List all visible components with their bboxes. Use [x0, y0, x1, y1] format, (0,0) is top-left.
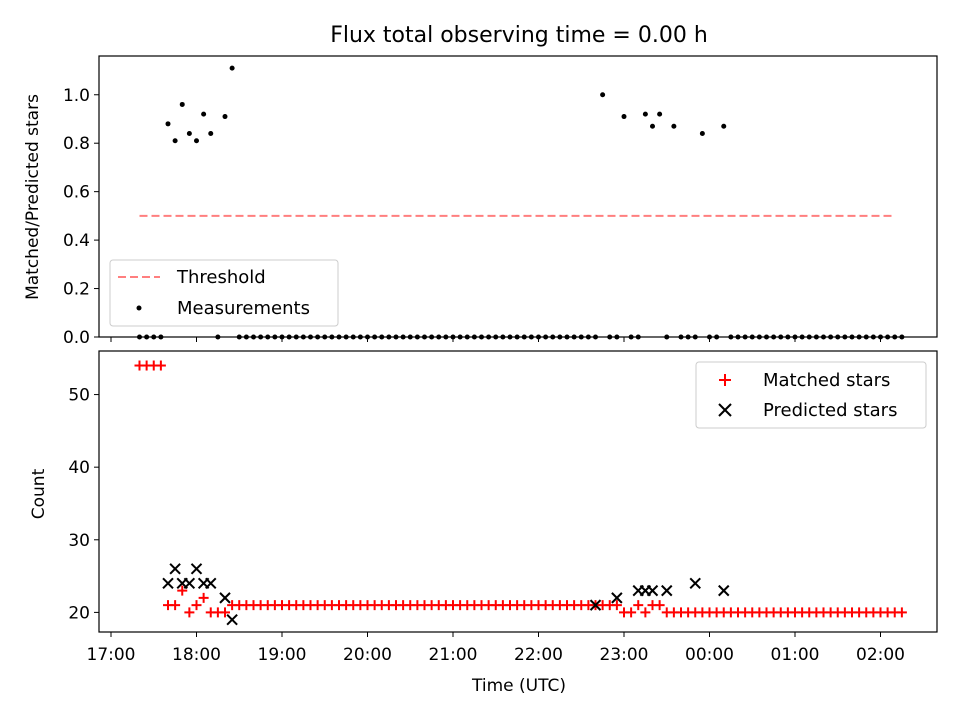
top-panel: 0.0 0.2 0.4 0.6 0.8 1.0 Matched/Predicted sta…	[23, 55, 938, 348]
x-tick-label: 17:00	[87, 645, 136, 665]
top-y-tick-label: 0.2	[63, 280, 90, 300]
bottom-y-tick-label: 50	[68, 386, 90, 406]
x-tick-label: 22:00	[514, 645, 563, 665]
top-legend-box	[109, 259, 339, 327]
measurement-point	[600, 92, 606, 98]
predicted-star-point	[190, 563, 203, 575]
matched-star-point	[184, 607, 195, 618]
measurement-point	[650, 123, 655, 129]
measurement-point	[699, 131, 705, 137]
bottom-y-ticks: 20 30 40 50	[68, 386, 99, 623]
bottom-legend-box	[695, 361, 927, 429]
predicted-star-point	[611, 592, 623, 604]
measurement-point	[208, 131, 214, 137]
matched-star-point	[896, 607, 907, 618]
measurement-point	[179, 101, 185, 107]
top-y-tick-label: 0.6	[63, 183, 90, 203]
x-tick-label: 20:00	[343, 645, 392, 665]
x-tick-label: 02:00	[856, 645, 905, 665]
top-y-label: Matched/Predicted stars	[23, 94, 43, 300]
predicted-star-point	[169, 563, 181, 575]
predicted-star-point	[646, 584, 659, 597]
matched-star-point	[198, 592, 209, 603]
top-y-ticks: 0.0 0.2 0.4 0.6 0.8 1.0	[63, 86, 99, 348]
x-tick-label: 01:00	[771, 645, 820, 665]
matched-star-point	[191, 600, 202, 611]
measurement-point	[194, 138, 199, 144]
x-tick-label: 19:00	[258, 645, 307, 665]
predicted-star-point	[226, 613, 238, 626]
top-y-tick-label: 0.0	[63, 328, 90, 348]
measurement-point	[222, 114, 228, 120]
legend-measurements-label: Measurements	[177, 298, 310, 319]
legend-matched-swatch	[719, 374, 731, 386]
bottom-marks	[134, 360, 907, 626]
matched-star-point	[177, 585, 188, 596]
bottom-y-label: Count	[29, 468, 49, 519]
top-x-ticks	[110, 337, 881, 342]
top-legend: Threshold Measurements	[109, 259, 339, 327]
x-tick-label: 23:00	[600, 645, 649, 665]
predicted-star-point	[589, 599, 602, 611]
predicted-star-point	[689, 577, 701, 590]
legend-matched-label: Matched stars	[763, 370, 890, 391]
bottom-y-tick-label: 40	[68, 458, 90, 478]
matched-star-point	[611, 600, 622, 611]
matched-star-point	[640, 607, 651, 618]
x-tick-label: 21:00	[429, 645, 478, 665]
measurement-point	[229, 65, 235, 71]
measurement-point	[671, 123, 677, 129]
bottom-legend: Matched stars Predicted stars	[695, 361, 927, 429]
measurement-point	[721, 123, 727, 129]
measurement-point	[621, 114, 627, 120]
predicted-star-point	[718, 584, 730, 597]
measurement-point	[172, 138, 178, 144]
predicted-star-point	[661, 584, 673, 597]
legend-measurements-swatch	[136, 305, 142, 311]
top-axes-frame	[98, 55, 938, 338]
legend-threshold-label: Threshold	[176, 267, 266, 288]
top-y-tick-label: 1.0	[63, 86, 90, 106]
top-y-tick-label: 0.4	[63, 231, 90, 251]
legend-predicted-label: Predicted stars	[763, 400, 897, 421]
bottom-y-tick-label: 30	[68, 531, 90, 551]
matched-star-point	[170, 600, 181, 611]
matched-star-point	[220, 607, 230, 618]
measurement-point	[186, 131, 192, 137]
matched-star-point	[626, 607, 637, 618]
x-tick-label: 00:00	[685, 645, 734, 665]
measurement-point	[201, 111, 207, 117]
bottom-axes-frame	[98, 350, 938, 633]
predicted-star-point	[219, 592, 231, 604]
legend-predicted-swatch	[718, 403, 732, 417]
top-y-tick-label: 0.8	[63, 134, 90, 154]
measurement-point	[165, 121, 171, 127]
bottom-y-tick-label: 20	[68, 603, 90, 623]
x-tick-label: 18:00	[172, 645, 221, 665]
predicted-star-point	[205, 577, 217, 590]
x-axis-label: Time (UTC)	[471, 676, 566, 696]
measurement-point	[657, 111, 663, 117]
chart-title: Flux total observing time = 0.00 h	[330, 23, 708, 48]
predicted-star-point	[162, 577, 174, 590]
matched-star-point	[155, 360, 166, 371]
matched-star-point	[633, 600, 644, 611]
matched-star-point	[654, 600, 665, 611]
bottom-panel: 20 30 40 50 17:00 18:00 19:00 20:00 21:00 22:00 2…	[29, 350, 938, 665]
measurement-point	[642, 111, 648, 117]
bottom-x-ticks: 17:00 18:00 19:00 20:00 21:00 22:00 23:00 00:00…	[87, 632, 905, 665]
predicted-star-point	[183, 577, 196, 590]
